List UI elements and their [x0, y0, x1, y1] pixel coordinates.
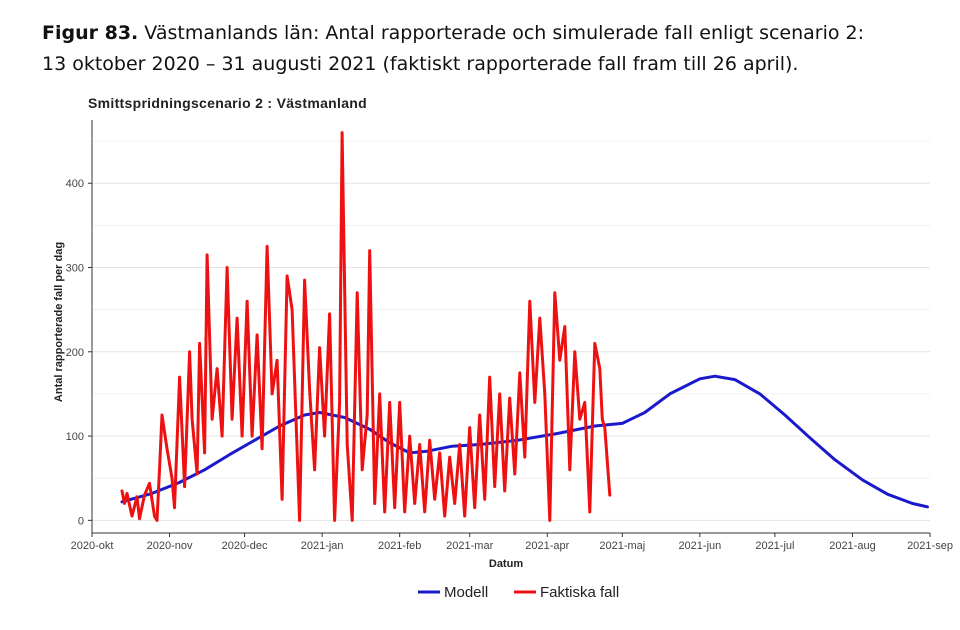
y-tick-label: 100 — [66, 431, 84, 443]
figure-label: Figur 83. — [42, 22, 139, 44]
y-tick-label: 200 — [66, 347, 84, 359]
y-tick-label: 0 — [78, 515, 84, 527]
caption-line-1: Figur 83. Västmanlands län: Antal rappor… — [42, 18, 942, 49]
x-tick-label: 2021-jan — [301, 540, 344, 552]
x-tick-label: 2021-maj — [599, 540, 645, 552]
caption-line-2: 13 oktober 2020 – 31 augusti 2021 (fakti… — [42, 53, 799, 75]
x-axis-ticks: 2020-okt 2020-nov 2020-dec 2021-jan 2021-feb… — [71, 533, 953, 552]
y-tick-label: 400 — [66, 178, 84, 190]
series-line-faktiska-fall — [120, 131, 612, 522]
y-axis-title: Antal rapporterade fall per dag — [53, 242, 65, 402]
x-tick-label: 2021-feb — [378, 540, 421, 552]
chart-title: Smittspridningscenario 2 : Västmanland — [88, 95, 368, 111]
figure-caption: Figur 83. Västmanlands län: Antal rappor… — [42, 18, 942, 80]
legend: Modell Faktiska fall — [418, 584, 619, 601]
x-tick-label: 2021-mar — [446, 540, 493, 552]
x-tick-label: 2021-sep — [907, 540, 953, 552]
x-tick-label: 2021-jul — [755, 540, 794, 552]
y-tick-label: 300 — [66, 263, 84, 275]
x-tick-label: 2020-dec — [222, 540, 268, 552]
x-tick-label: 2020-nov — [147, 540, 193, 552]
legend-label: Faktiska fall — [540, 584, 619, 601]
x-tick-label: 2021-aug — [829, 540, 876, 552]
y-axis-ticks: 0 100 200 300 400 — [66, 178, 92, 527]
series-lines — [120, 131, 929, 522]
x-tick-label: 2020-okt — [71, 540, 114, 552]
caption-text-1: Västmanlands län: Antal rapporterade och… — [138, 22, 865, 44]
x-tick-label: 2021-apr — [525, 540, 569, 552]
axes — [91, 120, 930, 534]
legend-label: Modell — [444, 584, 488, 601]
x-tick-label: 2021-jun — [678, 540, 721, 552]
x-axis-title: Datum — [489, 558, 523, 570]
